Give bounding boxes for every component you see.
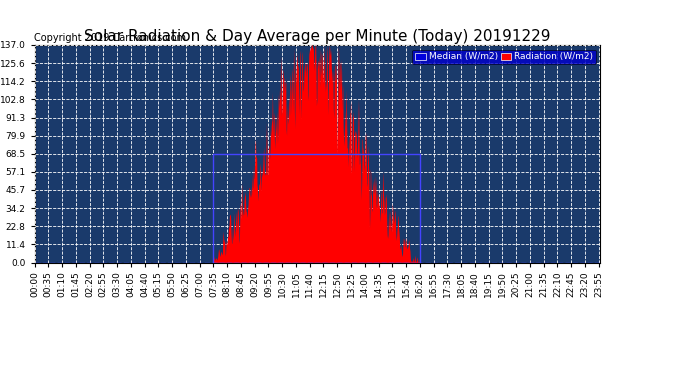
Text: Copyright 2019 Cartronics.com: Copyright 2019 Cartronics.com bbox=[34, 33, 186, 43]
Legend: Median (W/m2), Radiation (W/m2): Median (W/m2), Radiation (W/m2) bbox=[413, 50, 595, 64]
Title: Solar Radiation & Day Average per Minute (Today) 20191229: Solar Radiation & Day Average per Minute… bbox=[84, 29, 551, 44]
Bar bbox=[213, 154, 420, 262]
